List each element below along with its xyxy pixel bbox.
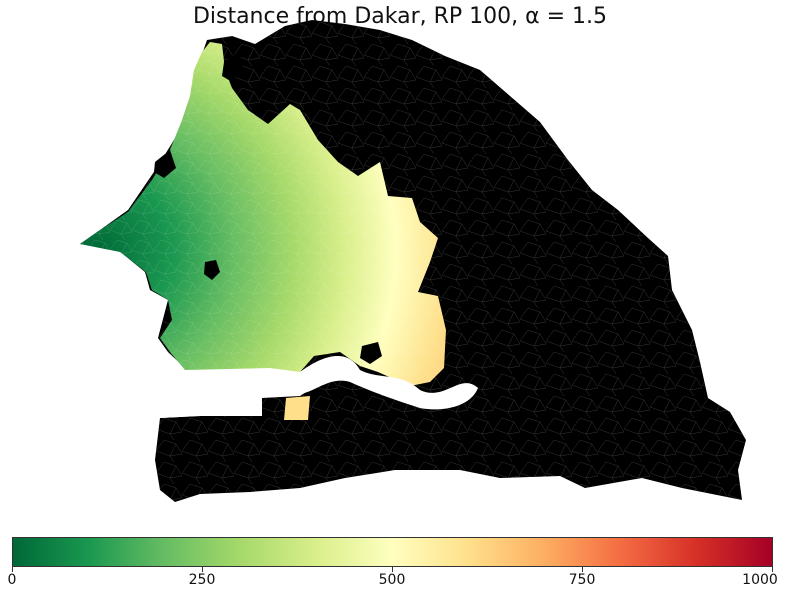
colorbar-tick-mark bbox=[772, 567, 773, 572]
colorbar-tick-label: 0 bbox=[7, 572, 17, 588]
unreached-enclave-east bbox=[360, 342, 382, 364]
colorbar-tick-label: 500 bbox=[378, 572, 406, 588]
gambia-gap bbox=[160, 370, 300, 418]
river bbox=[300, 356, 478, 410]
colorbar-tick-label: 1000 bbox=[742, 572, 778, 588]
colorbar-tick-mark bbox=[392, 567, 393, 572]
colorbar bbox=[12, 537, 773, 567]
colorbar-tick-label: 250 bbox=[188, 572, 216, 588]
colorbar-tick-mark bbox=[202, 567, 203, 572]
colorbar-tick-label: 750 bbox=[568, 572, 596, 588]
map-title: Distance from Dakar, RP 100, α = 1.5 bbox=[192, 4, 608, 29]
reached-pocket-south bbox=[284, 396, 310, 420]
colorbar-tick-mark bbox=[582, 567, 583, 572]
unreached-enclave-north bbox=[222, 52, 244, 82]
colorbar-tick-mark bbox=[12, 567, 13, 572]
unreached-enclave-coast bbox=[154, 150, 176, 178]
unreached-enclave-inner bbox=[204, 260, 220, 280]
